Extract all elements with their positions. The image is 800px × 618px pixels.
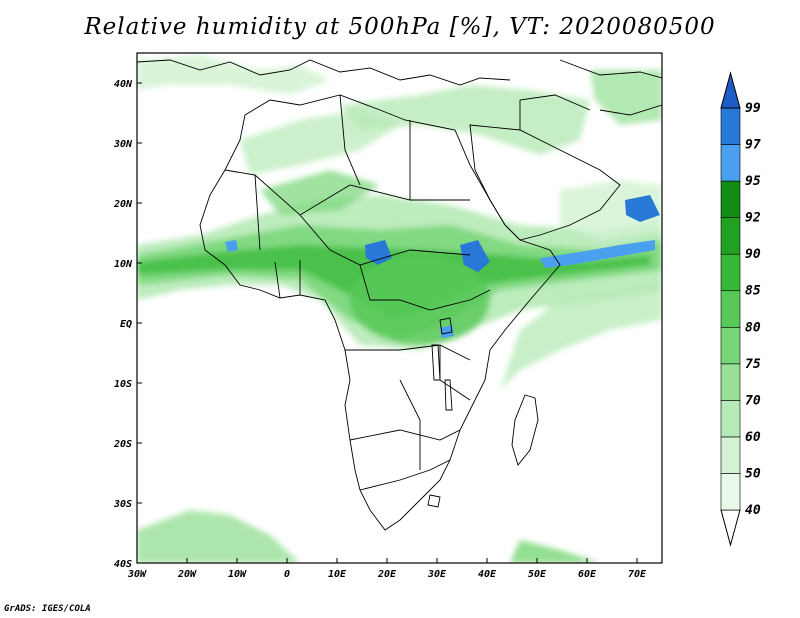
colorbar-segment	[720, 217, 741, 255]
colorbar-segment	[720, 473, 741, 511]
lat-tick-label: 10N	[114, 259, 133, 270]
map-frame	[136, 52, 663, 564]
lat-tick-label: 30N	[113, 139, 133, 150]
colorbar-segment	[720, 326, 741, 365]
grads-credit: GrADS: IGES/COLA	[4, 604, 91, 614]
colorbar-label: 40	[745, 503, 761, 518]
colorbar: 40 50 60 70 75 80 85 90 92 95 97 99	[720, 71, 761, 547]
colorbar-segment	[720, 253, 741, 292]
high-humidity-patches	[225, 195, 660, 338]
lat-tick-label: 20S	[113, 439, 132, 450]
lon-tick-label: 10W	[228, 569, 247, 580]
colorbar-segment	[720, 290, 741, 328]
lon-tick-label: 30W	[127, 569, 147, 580]
colorbar-label: 90	[745, 247, 761, 262]
colorbar-lower-arrow	[720, 509, 741, 547]
lon-tick-label: 0	[284, 569, 290, 580]
colorbar-segment	[720, 363, 741, 401]
lon-tick-label: 30E	[427, 569, 447, 580]
chart-title: Relative humidity at 500hPa [%], VT: 202…	[84, 14, 716, 40]
lat-tick-label: 10S	[114, 379, 132, 390]
axis-ticks: 30W 20W 10W 0 10E 20E 30E 40E 50E 60E 70E 40N 30N 20N…	[113, 79, 647, 580]
lon-tick-label: 70E	[628, 569, 647, 580]
lon-tick-label: 10E	[328, 569, 347, 580]
colorbar-segment	[720, 400, 741, 438]
lat-tick-label: 40N	[114, 79, 133, 90]
colorbar-label: 85	[745, 284, 761, 299]
colorbar-segment	[720, 107, 741, 145]
colorbar-label: 60	[745, 430, 761, 445]
lat-tick-label: 40S	[114, 559, 132, 570]
lon-tick-label: 20W	[177, 569, 197, 580]
lat-tick-label: 30S	[113, 499, 132, 510]
colorbar-label: 50	[745, 466, 761, 481]
lon-tick-label: 40E	[478, 569, 497, 580]
colorbar-label: 92	[745, 211, 761, 226]
colorbar-label: 97	[745, 138, 761, 153]
lat-tick-label: 20N	[113, 199, 133, 210]
colorbar-label: 75	[745, 357, 761, 372]
colorbar-label: 70	[745, 393, 761, 408]
lon-tick-label: 20E	[377, 569, 397, 580]
colorbar-label: 99	[745, 101, 761, 116]
colorbar-segment	[720, 144, 741, 182]
colorbar-label: 95	[745, 174, 761, 189]
coastlines	[137, 59, 662, 531]
lat-tick-label: EQ	[120, 319, 132, 330]
lon-tick-label: 60E	[578, 569, 597, 580]
humidity-shading	[137, 55, 662, 563]
colorbar-upper-arrow	[720, 71, 741, 109]
colorbar-segment	[720, 180, 741, 218]
colorbar-label: 80	[745, 320, 761, 335]
lon-tick-label: 50E	[528, 569, 547, 580]
colorbar-segment	[720, 436, 741, 474]
